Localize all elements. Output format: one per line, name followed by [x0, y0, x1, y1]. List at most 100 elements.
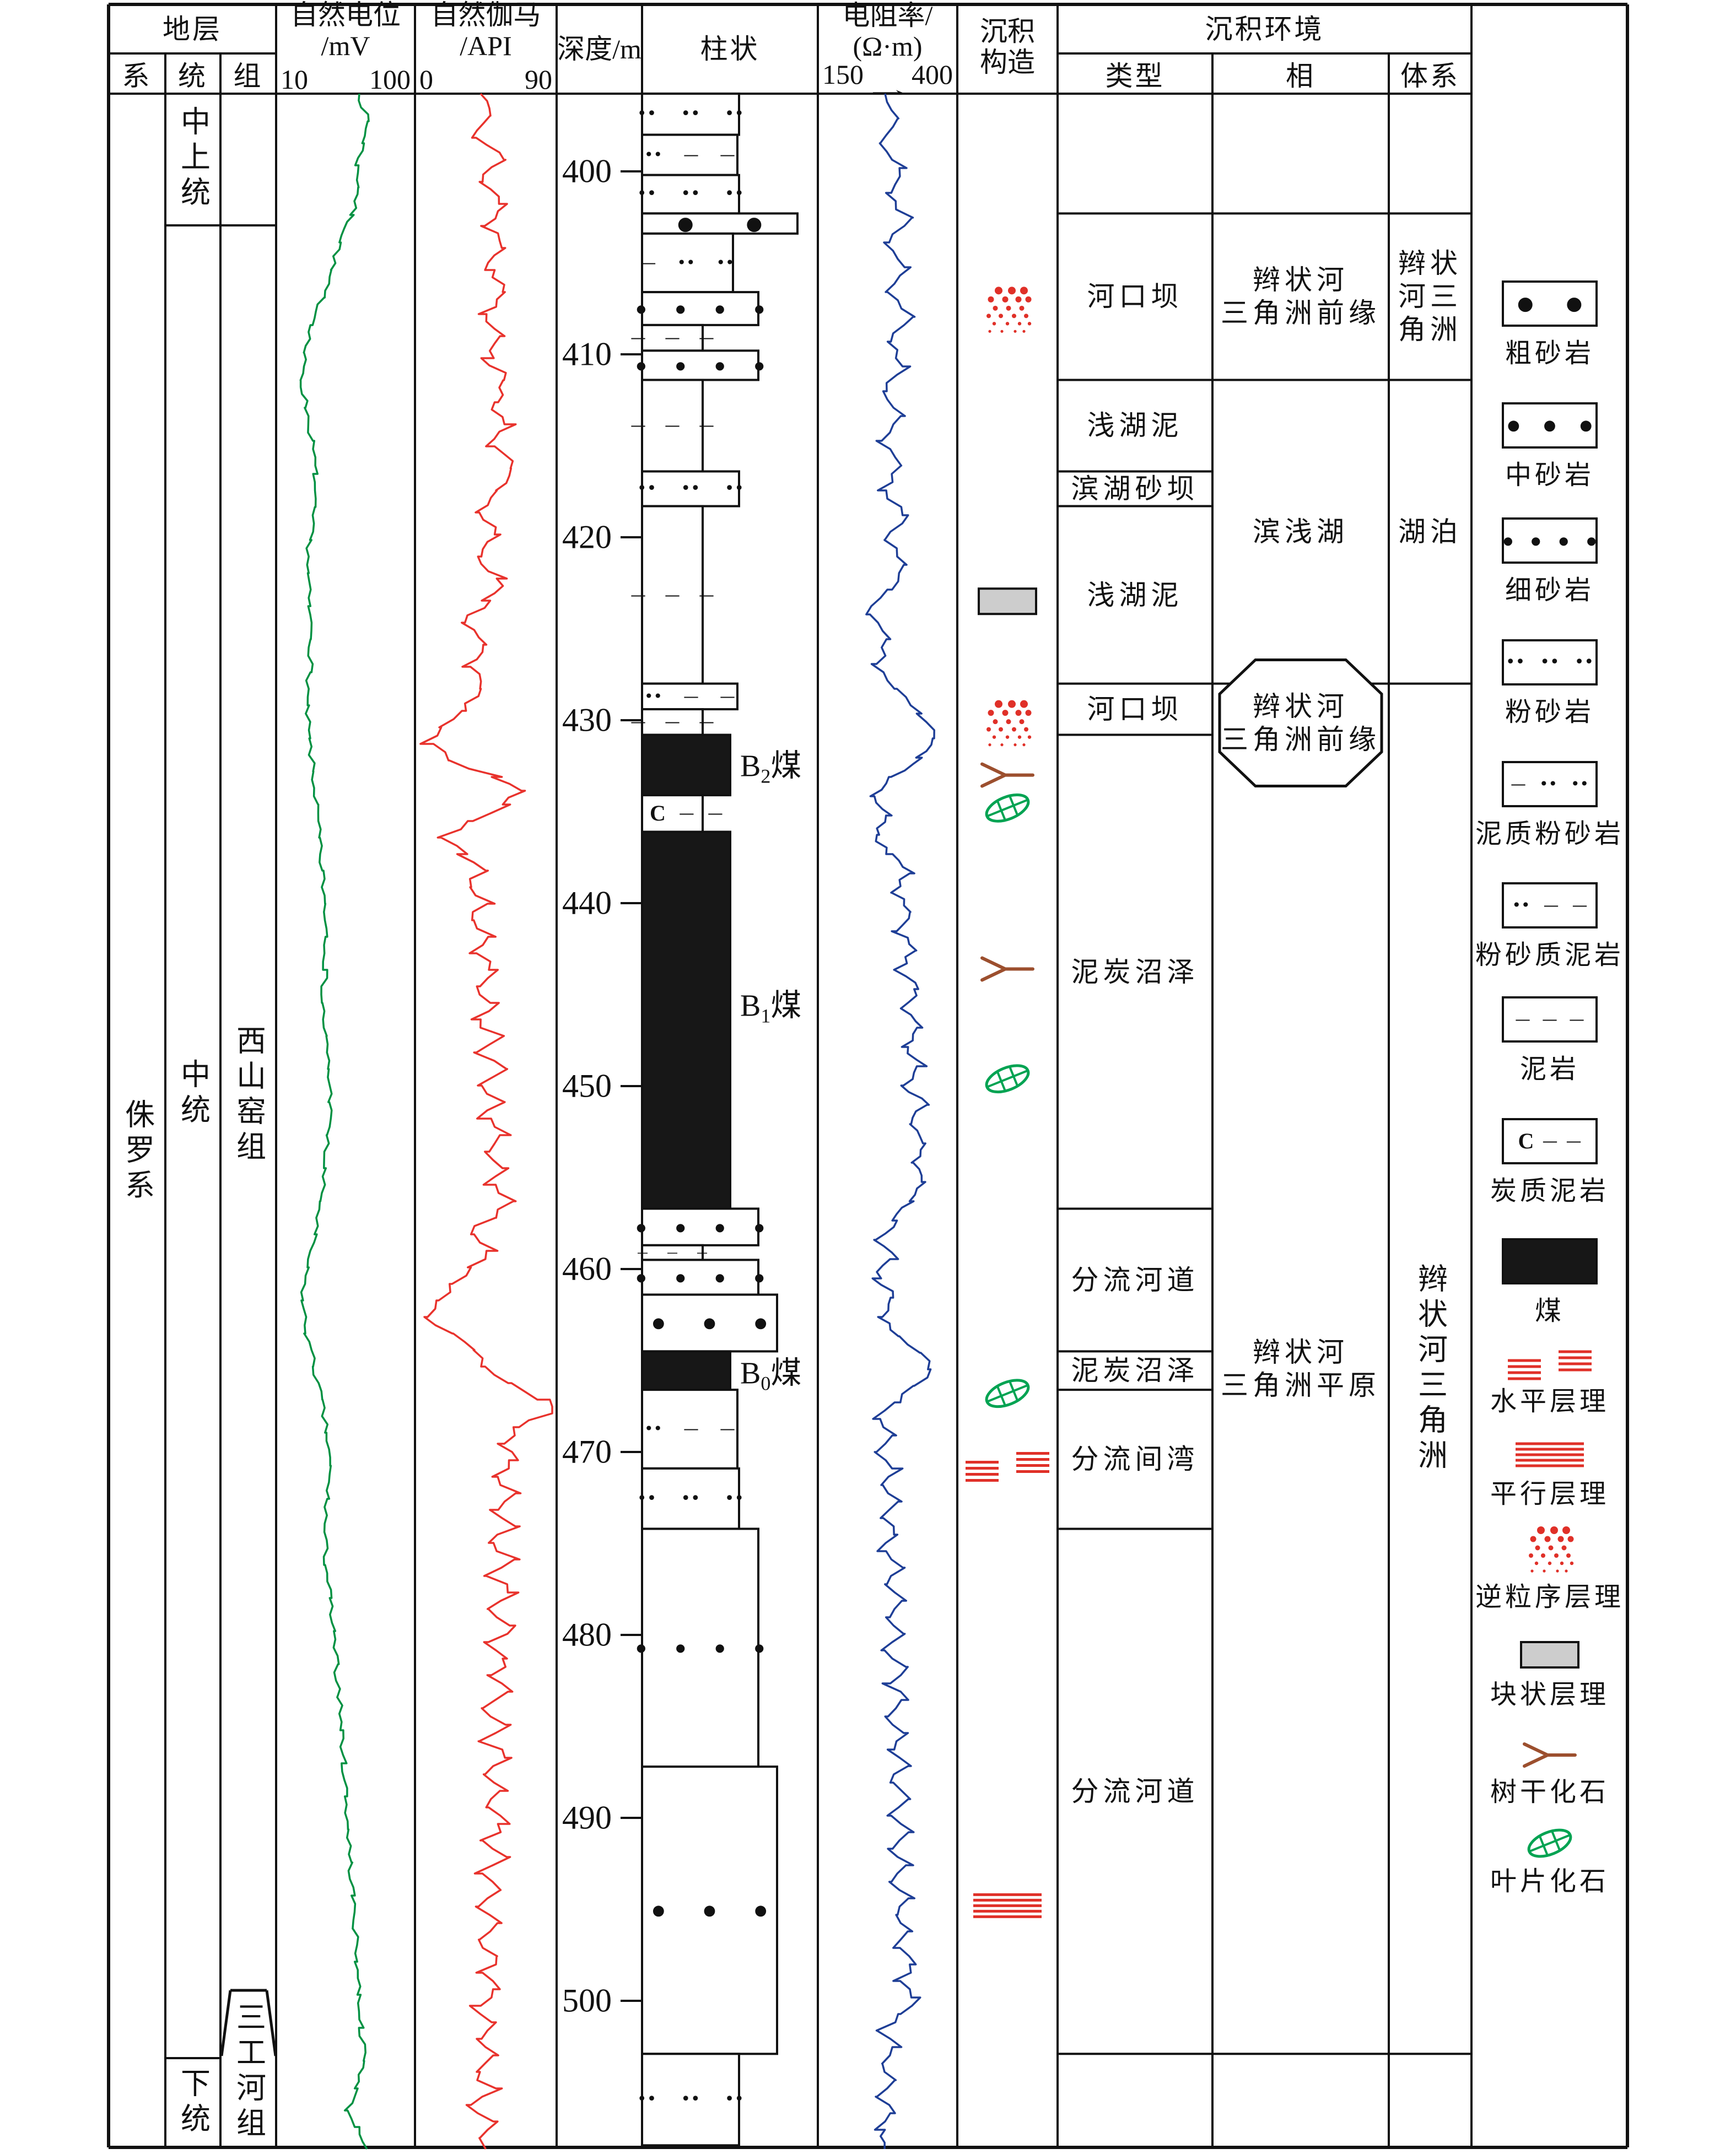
- lith-layer-medium_ss: [641, 1293, 778, 1353]
- inverse-grading-icon: [1005, 735, 1010, 739]
- res-title: 电阻率/: [842, 0, 933, 31]
- leaf-fossil-icon: [985, 1379, 1030, 1408]
- inverse-grading-icon: [1024, 727, 1028, 732]
- inverse-grading-icon: [1024, 314, 1028, 318]
- inverse-grading-icon: [1561, 1545, 1567, 1551]
- inverse-grading-icon: [1566, 1553, 1571, 1558]
- header-strata-group-label: 地层: [163, 13, 222, 45]
- header-system-label: 系: [122, 60, 152, 91]
- lith-layer-coarse_ss: [641, 212, 799, 235]
- leaf-vein: [996, 1385, 1006, 1406]
- header-gr-track: 自然伽马 /API 0 90: [415, 0, 557, 95]
- res-unit: (Ω·m): [853, 31, 923, 62]
- inverse-grading-icon: [1556, 1569, 1559, 1573]
- lith-layer-siltstone: [641, 92, 740, 136]
- legend-swatch-silty_mudstone: [1502, 882, 1598, 928]
- inverse-grading-icon: [1025, 710, 1032, 716]
- inverse-grading-icon: [993, 719, 998, 725]
- inverse-grading-icon: [1008, 287, 1016, 295]
- inverse-grading-icon: [1550, 1526, 1558, 1534]
- header-formation: 组: [220, 53, 276, 94]
- inverse-grading-icon: [992, 735, 996, 739]
- legend-swatch-mudstone: [1502, 996, 1598, 1043]
- header-env-system: 体系: [1389, 53, 1471, 94]
- gr-title: 自然伽马: [430, 0, 541, 30]
- gr-min: 0: [419, 64, 433, 95]
- gr-curve: [419, 93, 553, 2150]
- sp-title: 自然电位: [290, 0, 401, 30]
- inverse-grading-icon: [1006, 305, 1011, 311]
- env-type-label: 类型: [1105, 60, 1165, 91]
- inverse-grading-icon: [1027, 322, 1032, 326]
- inverse-grading-icon: [995, 700, 1002, 708]
- inverse-grading-icon: [1008, 700, 1016, 708]
- header-depth: 深度/m: [557, 0, 642, 94]
- inverse-grading-icon: [1560, 1561, 1564, 1565]
- leaf-vein: [986, 1069, 1028, 1088]
- legend-swatch-muddy_siltstone: [1502, 761, 1598, 807]
- inverse-grading-icon: [986, 314, 991, 318]
- structure-label-line1: 沉积: [980, 16, 1035, 47]
- inverse-grading-icon: [1548, 1545, 1554, 1551]
- scale-arrow-icon: [872, 90, 903, 93]
- inverse-grading-icon: [1530, 1569, 1534, 1573]
- lith-layer-fine_ss: [641, 1259, 759, 1296]
- leaf-vein: [996, 800, 1006, 821]
- inverse-grading-icon: [1015, 296, 1022, 303]
- lith-layer-medium_ss: [641, 1766, 778, 2055]
- res-min: 150: [822, 59, 864, 90]
- lith-layer-siltstone: [641, 1467, 740, 1530]
- facies-octagon: [1218, 658, 1383, 788]
- inverse-grading-icon: [1002, 296, 1009, 303]
- inverse-grading-icon: [1000, 743, 1004, 747]
- header-strata-group: 地层: [109, 0, 276, 53]
- lith-layer-mudstone: [641, 323, 704, 352]
- lith-layer-carb_mudstone: [641, 794, 704, 833]
- massive-bedding-icon: [978, 587, 1037, 616]
- inverse-grading-icon: [1006, 719, 1011, 725]
- sp-unit: /mV: [321, 30, 370, 61]
- lith-layer-silty_mudstone: [641, 1389, 738, 1470]
- tree-trunk-fossil-icon: [980, 956, 1034, 982]
- lith-layer-fine_ss: [641, 349, 759, 381]
- lith-layer-mudstone: [641, 1244, 704, 1261]
- sp-max: 100: [369, 64, 411, 95]
- inverse-grading-icon: [1013, 743, 1017, 747]
- inverse-grading-icon: [1543, 1569, 1546, 1573]
- legend-swatch-siltstone: [1502, 639, 1598, 685]
- tree-trunk-fossil-icon: [1523, 1742, 1577, 1768]
- sp-scale: 10 100: [276, 63, 415, 95]
- inverse-grading-icon: [1017, 322, 1022, 326]
- leaf-vein: [1538, 1836, 1549, 1856]
- res-max: 400: [912, 59, 953, 90]
- inverse-grading-icon: [1554, 1553, 1559, 1558]
- header-column: 柱状: [642, 0, 818, 94]
- leaf-vein: [986, 1384, 1028, 1403]
- lith-layer-mudstone: [641, 505, 704, 685]
- env-system-label: 体系: [1400, 60, 1460, 91]
- structure-label-line2: 构造: [980, 47, 1035, 78]
- leaf-outline: [985, 1379, 1030, 1408]
- lith-layer-mudstone: [641, 708, 704, 736]
- header-sp-track: 自然电位 /mV 10 100: [276, 0, 415, 95]
- environment-label: 沉积环境: [1205, 13, 1324, 45]
- lith-layer-mudstone: [641, 379, 704, 473]
- gr-unit: /API: [460, 30, 512, 61]
- header-env-type: 类型: [1058, 53, 1212, 94]
- inverse-grading-icon: [1529, 1553, 1533, 1558]
- sp-min: 10: [281, 64, 308, 95]
- header-formation-label: 组: [233, 60, 263, 91]
- inverse-grading-icon: [1025, 296, 1032, 303]
- lith-layer-muddy_siltstone: [641, 232, 734, 294]
- res-curve: [865, 93, 935, 2150]
- inverse-grading-icon: [1020, 700, 1028, 708]
- legend-swatch-fine_ss: [1502, 517, 1598, 564]
- leaf-fossil-icon: [985, 1064, 1030, 1094]
- inverse-grading-icon: [1022, 330, 1026, 333]
- depth-label: 深度/m: [557, 34, 641, 64]
- inverse-grading-icon: [1537, 1526, 1545, 1534]
- inverse-grading-icon: [1544, 1536, 1551, 1542]
- lith-layer-siltstone: [641, 470, 740, 508]
